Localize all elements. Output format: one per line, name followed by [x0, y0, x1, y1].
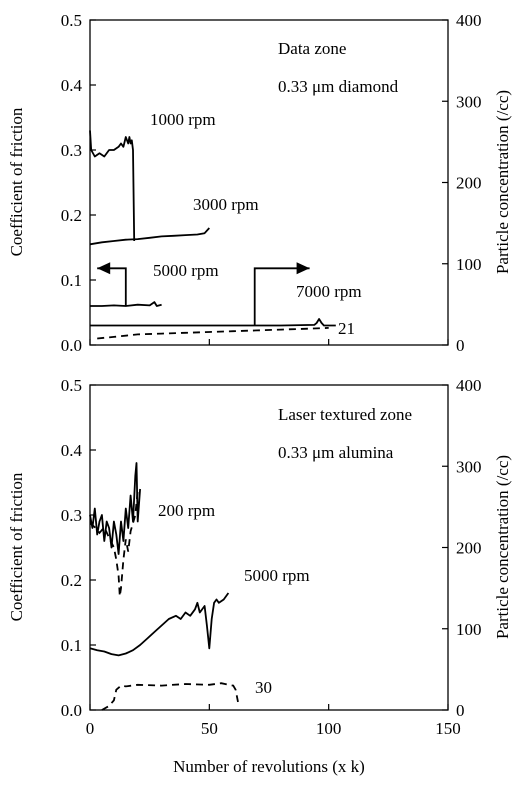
bottom-right-y-axis-label: Particle concentration (/cc): [493, 455, 512, 639]
top-series-3000-rpm: [90, 228, 209, 244]
top-series-label-5000rpm: 5000 rpm: [153, 261, 219, 280]
top-series-label-3000rpm: 3000 rpm: [193, 195, 259, 214]
bottom-series-200-rpm: [90, 463, 140, 554]
top-right-y-axis-label: Particle concentration (/cc): [493, 90, 512, 274]
top-right-y-tick-label: 100: [456, 255, 482, 274]
bottom-series-30: [102, 683, 238, 710]
bottom-series-5000-rpm: [90, 593, 228, 655]
top-right-y-tick-label: 300: [456, 92, 482, 111]
bottom-left-y-tick-label: 0.5: [61, 376, 82, 395]
top-zone-label: Data zone: [278, 39, 346, 58]
top-arrow-head-left: [97, 262, 110, 274]
panel-top-data-zone: 0.0 0.1 0.2 0.3 0.4 0.5 0 100 200 300 400 Coeffici…: [7, 11, 512, 355]
top-particle-count-label: 21: [338, 319, 355, 338]
bottom-right-y-tick-label: 100: [456, 620, 482, 639]
top-series-lines: [90, 131, 336, 339]
top-arrow-head-right: [297, 262, 310, 274]
top-right-y-tick-label: 400: [456, 11, 482, 30]
bottom-plot-frame: [90, 385, 448, 710]
bottom-left-y-tick-label: 0.2: [61, 571, 82, 590]
bottom-zone-label: Laser textured zone: [278, 405, 412, 424]
top-series-21: [97, 328, 329, 339]
bottom-abrasive-label: 0.33 μm alumina: [278, 443, 394, 462]
top-left-y-tick-label: 0.4: [61, 76, 83, 95]
panel-bottom-laser-textured-zone: 0.0 0.1 0.2 0.3 0.4 0.5 0 100 200 300 400 0 50 100 150…: [7, 376, 512, 776]
bottom-particle-count-label: 30: [255, 678, 272, 697]
top-right-y-tick-label: 0: [456, 336, 465, 355]
bottom-left-y-tick-label: 0.1: [61, 636, 82, 655]
bottom-series-label-5000rpm: 5000 rpm: [244, 566, 310, 585]
top-left-y-axis-label: Coefficient of friction: [7, 107, 26, 256]
bottom-right-y-tick-label: 0: [456, 701, 465, 720]
bottom-right-y-tick-label: 300: [456, 457, 482, 476]
top-left-y-tick-label: 0.5: [61, 11, 82, 30]
top-series-label-1000rpm: 1000 rpm: [150, 110, 216, 129]
bottom-left-y-axis-label: Coefficient of friction: [7, 472, 26, 621]
top-left-y-tick-label: 0.1: [61, 271, 82, 290]
top-plot-frame: [90, 20, 448, 345]
bottom-x-tick-label: 100: [316, 719, 342, 738]
top-right-y-tick-label: 200: [456, 174, 482, 193]
bottom-x-tick-label: 150: [435, 719, 461, 738]
bottom-left-y-tick-label: 0.0: [61, 701, 82, 720]
top-left-y-tick-label: 0.0: [61, 336, 82, 355]
top-series-1000-rpm: [90, 131, 134, 242]
bottom-x-tick-label: 0: [86, 719, 95, 738]
bottom-right-y-tick-label: 200: [456, 539, 482, 558]
bottom-left-y-tick-label: 0.4: [61, 441, 83, 460]
top-arrow-line-left: [97, 268, 126, 306]
bottom-x-tick-label: 50: [201, 719, 218, 738]
top-left-y-tick-label: 0.3: [61, 141, 82, 160]
top-axes: 0.0 0.1 0.2 0.3 0.4 0.5 0 100 200 300 400: [61, 11, 482, 355]
top-series-label-7000rpm: 7000 rpm: [296, 282, 362, 301]
top-left-y-tick-label: 0.2: [61, 206, 82, 225]
bottom-series-label-200rpm: 200 rpm: [158, 501, 215, 520]
top-series-7000-rpm: [90, 319, 336, 326]
bottom-right-y-tick-label: 400: [456, 376, 482, 395]
bottom-left-y-tick-label: 0.3: [61, 506, 82, 525]
top-abrasive-label: 0.33 μm diamond: [278, 77, 399, 96]
x-axis-label: Number of revolutions (x k): [173, 757, 365, 776]
